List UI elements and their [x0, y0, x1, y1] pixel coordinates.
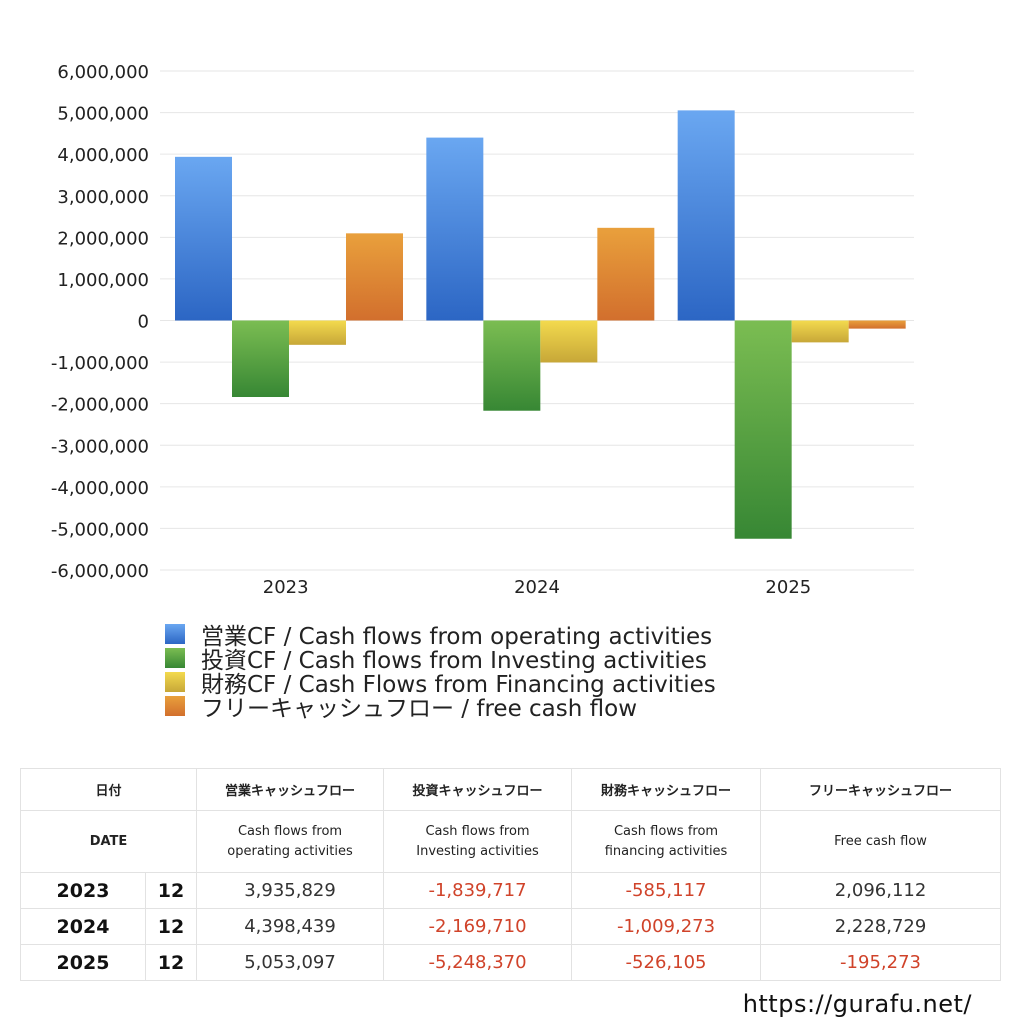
row-month: 12: [144, 944, 198, 981]
bar-investing: [232, 320, 289, 398]
legend-label-financing: 財務CF / Cash Flows from Financing activit…: [201, 672, 716, 698]
y-tick-label: 0: [138, 312, 149, 333]
row-year: 2023: [20, 872, 146, 909]
header-financing-en-line2: financing activities: [604, 843, 728, 859]
x-tick-label: 2023: [263, 577, 309, 598]
header-operating-en-line2: operating activities: [227, 843, 353, 859]
header-investing-jp: 投資キャッシュフロー: [383, 768, 573, 811]
header-financing-en: Cash flows from financing activities: [571, 810, 762, 873]
y-tick-label: -6,000,000: [51, 561, 149, 582]
y-tick-label: 3,000,000: [57, 187, 149, 208]
bar-free: [346, 233, 403, 321]
y-tick-label: -2,000,000: [51, 395, 149, 416]
bar-financing: [540, 320, 598, 363]
row-operating: 3,935,829: [196, 872, 385, 909]
legend-item-free: フリーキャッシュフロー / free cash flow: [165, 694, 716, 722]
row-month: 12: [144, 908, 198, 945]
site-url[interactable]: https://gurafu.net/: [742, 990, 972, 1018]
header-date-en: DATE: [19, 810, 198, 873]
bar-investing: [734, 320, 792, 539]
legend-item-investing: 投資CF / Cash flows from Investing activit…: [165, 646, 716, 674]
x-tick-label: 2024: [514, 577, 560, 598]
legend-swatch-financing: [165, 672, 185, 692]
bar-operating: [677, 110, 735, 321]
header-free-jp: フリーキャッシュフロー: [760, 768, 1002, 811]
header-operating-en-line1: Cash flows from: [237, 823, 343, 839]
chart-legend: 営業CF / Cash flows from operating activit…: [165, 622, 716, 722]
header-investing-en-line2: Investing activities: [416, 843, 539, 859]
legend-label-investing: 投資CF / Cash flows from Investing activit…: [201, 648, 707, 674]
table-row: 2023 12 3,935,829 -1,839,717 -585,117 2,…: [20, 872, 1002, 909]
bar-free: [597, 227, 655, 321]
bar-free: [848, 320, 906, 329]
legend-label-free: フリーキャッシュフロー / free cash flow: [201, 696, 638, 722]
legend-swatch-free: [165, 696, 185, 716]
header-financing-en-line1: Cash flows from: [613, 823, 719, 839]
header-free-en: Free cash flow: [760, 810, 1002, 873]
y-tick-label: -4,000,000: [51, 478, 149, 499]
bar-financing: [289, 320, 346, 345]
y-tick-label: 5,000,000: [57, 104, 149, 125]
bar-financing: [791, 320, 849, 343]
y-tick-label: -3,000,000: [51, 436, 149, 457]
row-operating: 5,053,097: [196, 944, 385, 981]
y-tick-label: 6,000,000: [57, 62, 149, 83]
legend-label-operating: 営業CF / Cash flows from operating activit…: [201, 624, 713, 650]
legend-item-financing: 財務CF / Cash Flows from Financing activit…: [165, 670, 716, 698]
table-row: 2024 12 4,398,439 -2,169,710 -1,009,273 …: [20, 908, 1002, 945]
chart-bars: [175, 110, 906, 539]
x-tick-label: 2025: [765, 577, 811, 598]
y-tick-label: -1,000,000: [51, 353, 149, 374]
row-month: 12: [144, 872, 198, 909]
row-investing: -1,839,717: [383, 872, 573, 909]
y-tick-label: 1,000,000: [57, 270, 149, 291]
row-year: 2024: [20, 908, 146, 945]
header-date-jp: 日付: [19, 768, 198, 811]
row-financing: -1,009,273: [571, 908, 762, 945]
row-investing: -5,248,370: [383, 944, 573, 981]
row-operating: 4,398,439: [196, 908, 385, 945]
bar-operating: [426, 137, 484, 321]
cash-flow-table: 日付 営業キャッシュフロー 投資キャッシュフロー 財務キャッシュフロー フリーキ…: [19, 768, 1002, 981]
y-tick-label: -5,000,000: [51, 519, 149, 540]
y-tick-label: 4,000,000: [57, 145, 149, 166]
row-investing: -2,169,710: [383, 908, 573, 945]
legend-swatch-operating: [165, 624, 185, 644]
row-free: -195,273: [760, 944, 1002, 981]
header-financing-jp: 財務キャッシュフロー: [571, 768, 762, 811]
row-financing: -585,117: [571, 872, 762, 909]
header-investing-en: Cash flows from Investing activities: [383, 810, 573, 873]
header-operating-en: Cash flows from operating activities: [196, 810, 385, 873]
header-investing-en-line1: Cash flows from: [425, 823, 530, 839]
header-operating-jp: 営業キャッシュフロー: [196, 768, 385, 811]
row-financing: -526,105: [571, 944, 762, 981]
cash-flow-bar-chart: 6,000,000 5,000,000 4,000,000 3,000,000 2,00…: [51, 62, 914, 598]
legend-swatch-investing: [165, 648, 185, 668]
row-free: 2,228,729: [760, 908, 1002, 945]
legend-item-operating: 営業CF / Cash flows from operating activit…: [165, 622, 716, 650]
bar-investing: [483, 320, 541, 411]
row-year: 2025: [20, 944, 146, 981]
bar-operating: [175, 156, 232, 321]
table-header-row-en: DATE Cash flows from operating activities…: [19, 810, 1002, 873]
row-free: 2,096,112: [760, 872, 1002, 909]
x-axis: 2023 2024 2025: [263, 577, 811, 598]
y-tick-label: 2,000,000: [57, 228, 149, 249]
table-row: 2025 12 5,053,097 -5,248,370 -526,105 -1…: [20, 944, 1002, 981]
table-header-row-jp: 日付 営業キャッシュフロー 投資キャッシュフロー 財務キャッシュフロー フリーキ…: [19, 768, 1002, 811]
y-axis: 6,000,000 5,000,000 4,000,000 3,000,000 2,00…: [51, 62, 149, 582]
